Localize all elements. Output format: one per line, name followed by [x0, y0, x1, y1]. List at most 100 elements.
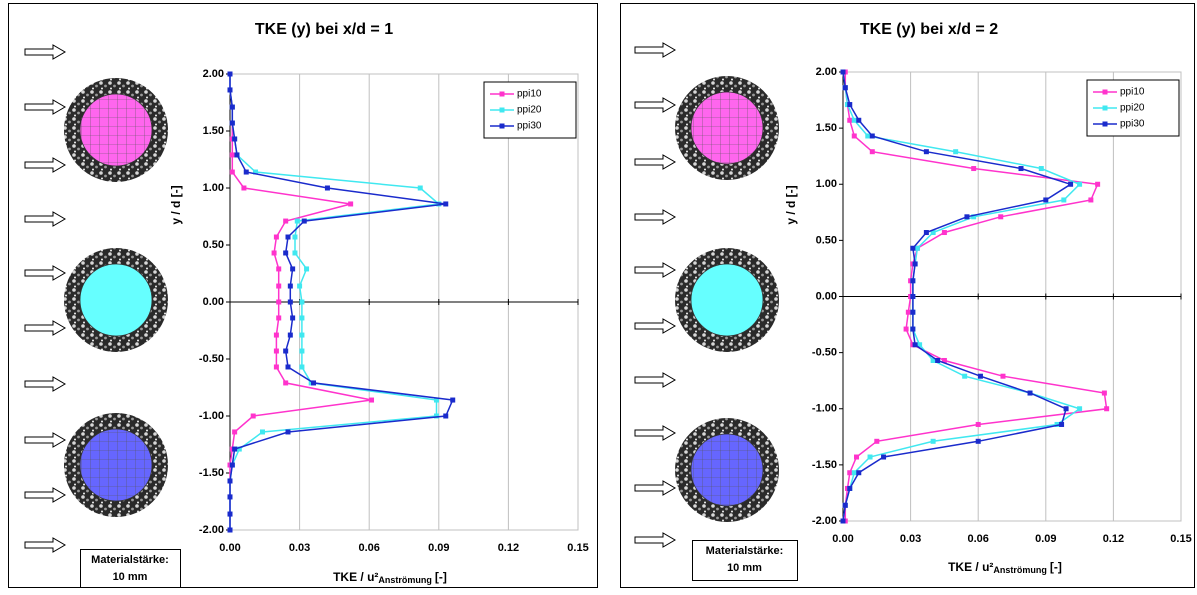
data-point: [229, 104, 235, 110]
data-point: [290, 315, 296, 321]
data-point: [229, 169, 235, 175]
data-point: [1043, 197, 1049, 203]
flow-arrow: [24, 44, 66, 60]
decoration: [24, 42, 779, 553]
data-point: [1038, 166, 1044, 172]
data-point: [910, 326, 916, 332]
x-axis-title-sub: Anströmung: [993, 565, 1047, 575]
y-tick-label: 1.50: [816, 122, 837, 134]
data-point: [910, 245, 916, 251]
sample-mesh: [691, 434, 763, 506]
data-point: [290, 266, 296, 272]
y-tick-label: 0.00: [203, 296, 224, 308]
sample-mesh: [691, 92, 763, 164]
data-point: [450, 397, 456, 403]
data-point: [977, 373, 983, 379]
legend-label: ppi30: [517, 121, 542, 132]
data-point: [975, 421, 981, 427]
data-point: [417, 185, 423, 191]
legend-label: ppi20: [517, 105, 542, 116]
data-point: [273, 348, 279, 354]
data-point: [433, 413, 439, 419]
y-tick-label: 0.50: [203, 239, 224, 251]
x-tick-label: 0.12: [498, 542, 519, 554]
annotation: Materialstärke:: [91, 554, 169, 566]
flow-arrow: [634, 262, 676, 278]
data-point: [299, 299, 305, 305]
flow-arrow: [24, 487, 66, 503]
y-tick-label: -1.50: [199, 467, 224, 479]
data-point: [874, 438, 880, 444]
data-point: [229, 120, 235, 126]
flow-arrow: [634, 154, 676, 170]
data-point: [1061, 197, 1067, 203]
data-point: [962, 373, 968, 379]
data-point: [299, 332, 305, 338]
annotation: 10 mm: [727, 562, 762, 574]
x-tick-label: 0.06: [967, 533, 988, 545]
data-point: [443, 413, 449, 419]
data-point: [299, 315, 305, 321]
sample-core: [79, 263, 153, 337]
data-point: [1101, 390, 1107, 396]
data-point: [287, 299, 293, 305]
flow-arrow: [634, 97, 676, 113]
y-tick-label: -2.00: [199, 524, 224, 536]
data-point: [273, 364, 279, 370]
x-tick-label: 0.15: [567, 542, 588, 554]
flow-arrow: [634, 532, 676, 548]
y-axis-title: y / d [-]: [169, 185, 183, 224]
data-point: [912, 342, 918, 348]
sample-mesh: [80, 94, 152, 166]
legend-marker: [499, 107, 505, 113]
y-tick-label: 2.00: [203, 68, 224, 80]
data-point: [292, 250, 298, 256]
data-point: [1018, 166, 1024, 172]
data-point: [1088, 197, 1094, 203]
data-point: [842, 85, 848, 91]
data-point: [285, 429, 291, 435]
data-point: [917, 342, 923, 348]
data-point: [301, 218, 307, 224]
data-point: [851, 117, 857, 123]
data-point: [869, 133, 875, 139]
data-point: [227, 71, 233, 77]
x-tick-label: 0.03: [289, 542, 310, 554]
data-point: [243, 169, 249, 175]
x-axis-title-end: [-]: [1050, 560, 1062, 574]
annotation: Materialstärke:: [706, 545, 784, 557]
data-point: [276, 299, 282, 305]
data-point: [276, 283, 282, 289]
data-point: [856, 470, 862, 476]
data-point: [975, 438, 981, 444]
data-point: [971, 214, 977, 220]
data-point: [1000, 373, 1006, 379]
data-point: [234, 152, 240, 158]
data-point: [287, 332, 293, 338]
x-tick-label: 0.09: [1035, 533, 1056, 545]
data-point: [285, 234, 291, 240]
data-point: [369, 397, 375, 403]
data-point: [227, 478, 233, 484]
data-point: [283, 218, 289, 224]
x-axis-title-main: TKE / u²: [333, 570, 378, 584]
x-tick-label: 0.15: [1170, 533, 1191, 545]
data-point: [881, 454, 887, 460]
data-point: [847, 485, 853, 491]
data-point: [1077, 181, 1083, 187]
data-point: [941, 230, 947, 236]
data-point: [276, 266, 282, 272]
legend-label: ppi30: [1120, 119, 1145, 130]
data-point: [998, 214, 1004, 220]
data-point: [964, 214, 970, 220]
data-point: [1063, 406, 1069, 412]
data-point: [856, 117, 862, 123]
data-point: [311, 380, 317, 386]
data-point: [851, 133, 857, 139]
data-point: [276, 315, 282, 321]
data-point: [851, 470, 857, 476]
data-point: [241, 185, 247, 191]
data-point: [304, 266, 310, 272]
data-point: [910, 309, 916, 315]
data-point: [250, 413, 256, 419]
